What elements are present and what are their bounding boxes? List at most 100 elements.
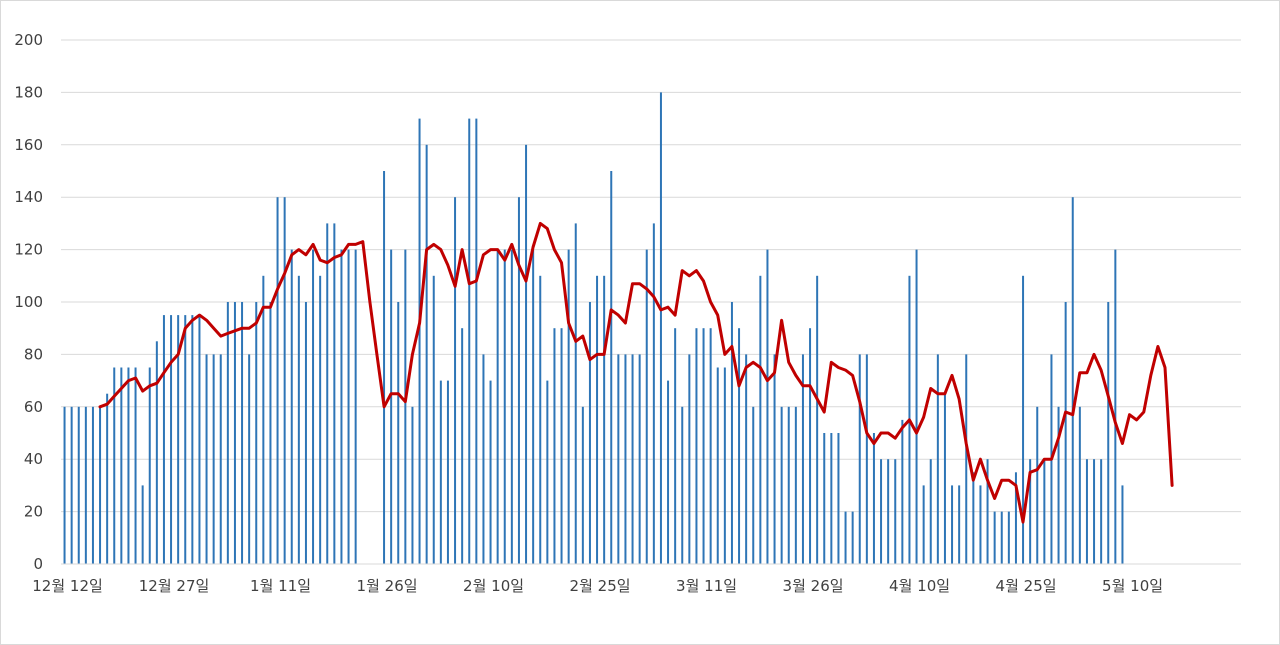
bar [674, 328, 677, 564]
bar [773, 354, 776, 564]
y-tick-label: 60 [24, 398, 43, 416]
bar [1093, 459, 1096, 564]
y-tick-label: 140 [14, 188, 43, 206]
bar [91, 406, 94, 564]
bar [446, 380, 449, 564]
bar [567, 249, 570, 564]
bar [1007, 511, 1010, 564]
bar [517, 197, 520, 564]
bar [127, 367, 130, 564]
bar [383, 171, 386, 564]
bar [624, 354, 627, 564]
x-tick-label: 3월 26일 [783, 577, 844, 595]
x-tick-label: 5월 10일 [1102, 577, 1163, 595]
bar [226, 302, 229, 564]
bar [468, 118, 471, 564]
bar [184, 315, 187, 564]
bar [596, 275, 599, 564]
line-series-group [98, 221, 1174, 524]
bar [659, 92, 662, 565]
bar [1036, 406, 1039, 564]
bar [1022, 275, 1025, 564]
y-tick-label: 0 [33, 555, 43, 573]
bar [1121, 485, 1124, 564]
x-tick-label: 12월 27일 [139, 577, 210, 595]
bar [837, 433, 840, 564]
bar [106, 393, 109, 564]
bar [894, 459, 897, 564]
bar [1078, 406, 1081, 564]
bar [404, 249, 407, 564]
bar [929, 459, 932, 564]
bar [1029, 459, 1032, 564]
bar [482, 354, 485, 564]
bar [248, 354, 251, 564]
bar [979, 485, 982, 564]
bar [297, 275, 300, 564]
bar [915, 249, 918, 564]
bar [617, 354, 620, 564]
bar [1000, 511, 1003, 564]
bar [276, 197, 279, 564]
bar [681, 406, 684, 564]
x-tick-label: 12월 12일 [32, 577, 103, 595]
bar [581, 406, 584, 564]
bar [816, 275, 819, 564]
bar [972, 472, 975, 564]
bar [858, 354, 861, 564]
bar [432, 275, 435, 564]
gridlines [61, 39, 1241, 513]
bar [936, 354, 939, 564]
y-axis-tick-labels: 0 20 40 60 80 100 120 140 160 180 200 [14, 31, 43, 573]
bar [780, 406, 783, 564]
bar [965, 354, 968, 564]
bar [262, 275, 265, 564]
bar [1114, 249, 1117, 564]
bar [993, 511, 996, 564]
bar [198, 315, 201, 564]
bar [553, 328, 556, 564]
bar [290, 249, 293, 564]
bar [603, 275, 606, 564]
bar [1057, 406, 1060, 564]
bar [1085, 459, 1088, 564]
y-tick-label: 200 [14, 31, 43, 49]
bar [652, 223, 655, 564]
bar [304, 302, 307, 564]
bar [716, 367, 719, 564]
bar [99, 406, 102, 564]
bar [880, 459, 883, 564]
bar [943, 393, 946, 564]
bar [489, 380, 492, 564]
bar [319, 275, 322, 564]
bar [312, 249, 315, 564]
bar [809, 328, 812, 564]
bar [865, 354, 868, 564]
bar [631, 354, 634, 564]
bar [695, 328, 698, 564]
bar [390, 249, 393, 564]
bar [191, 315, 194, 564]
bar [333, 223, 336, 564]
bar [283, 197, 286, 564]
bar [766, 249, 769, 564]
bar-series [63, 92, 1124, 565]
bar [688, 354, 691, 564]
y-tick-label: 40 [24, 450, 43, 468]
bar [255, 302, 258, 564]
bar [461, 328, 464, 564]
bar [347, 249, 350, 564]
x-tick-label: 4월 25일 [996, 577, 1057, 595]
x-tick-label: 1월 11일 [250, 577, 311, 595]
bar [759, 275, 762, 564]
bar [844, 511, 847, 564]
x-axis-tick-labels: 12월 12일 12월 27일 1월 11일 1월 26일 2월 10일 2월 25일 3월… [32, 577, 1163, 595]
bar [823, 433, 826, 564]
bar [1100, 459, 1103, 564]
bar [801, 354, 804, 564]
bar [425, 144, 428, 565]
bar [702, 328, 705, 564]
bar [120, 367, 123, 564]
bar [588, 302, 591, 564]
bar [723, 367, 726, 564]
